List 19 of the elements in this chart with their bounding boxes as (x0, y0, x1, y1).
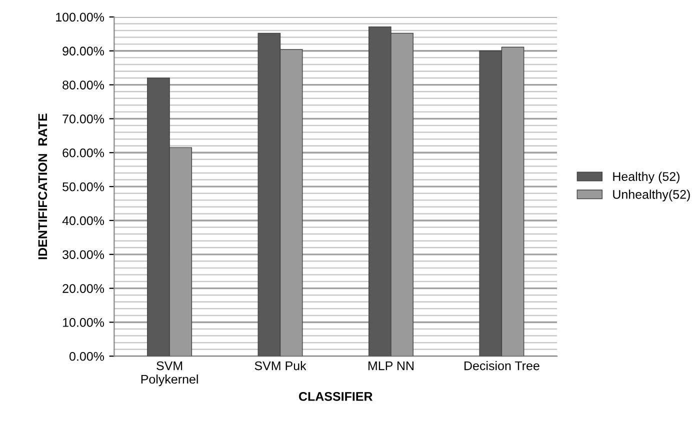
y-tick-label: 60.00% (62, 148, 104, 158)
y-tick-label: 90.00% (62, 46, 104, 56)
x-tick-label: SVM Polykernel (141, 361, 198, 386)
y-tick-label: 80.00% (62, 80, 104, 90)
x-tick-label: MLP NN (368, 361, 414, 370)
x-axis-title: CLASSIFIER (298, 392, 373, 401)
y-tick-label: 0.00% (70, 352, 104, 361)
y-tick-label: 40.00% (62, 216, 104, 226)
y-tick-label: 10.00% (63, 318, 104, 327)
y-axis-title: IDENTIFIFCATION RATE (38, 114, 48, 260)
y-tick-label: 30.00% (62, 250, 104, 260)
y-tick-label: 70.00% (62, 114, 104, 124)
x-tick-label: Decision Tree (464, 361, 540, 370)
legend-label: Healthy (52) (613, 172, 680, 184)
y-tick-label: 20.00% (62, 284, 104, 293)
x-tick-label: SVM Puk (254, 361, 306, 370)
legend-label: Unhealthy(52) (613, 190, 690, 202)
y-tick-label: 50.00% (62, 182, 104, 192)
y-tick-label: 100.00% (56, 12, 104, 22)
